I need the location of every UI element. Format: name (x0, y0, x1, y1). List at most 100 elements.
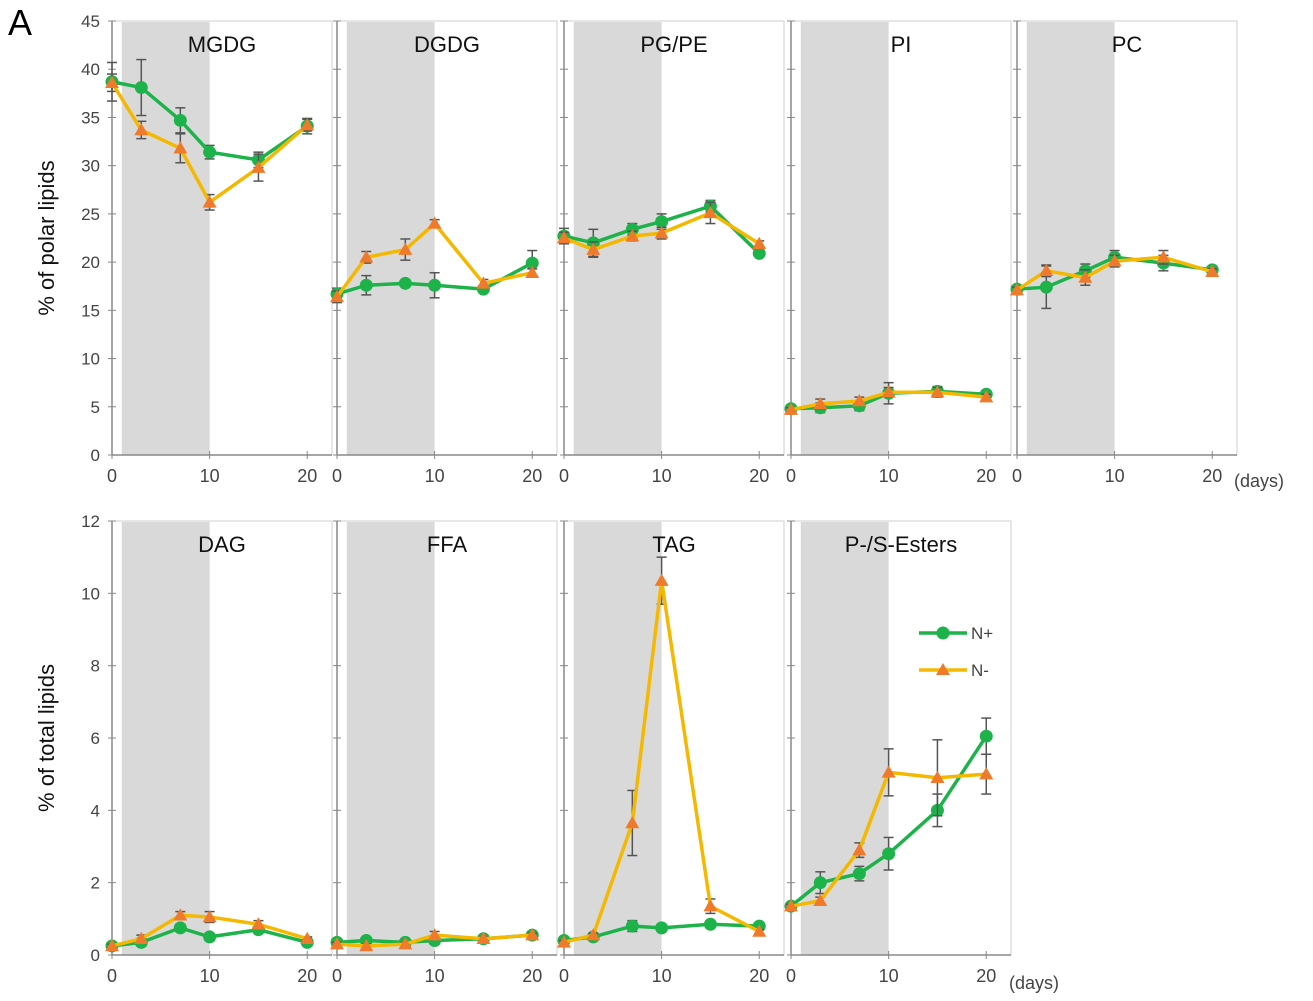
y-tick-label: 12 (81, 512, 100, 531)
dark-period-shade (1026, 22, 1115, 455)
y-tick-label: 40 (81, 60, 100, 79)
data-point-n-minus (134, 122, 149, 136)
data-point-n-minus (625, 815, 640, 829)
data-point-n-minus (359, 938, 374, 952)
x-tick-label: 10 (652, 466, 672, 486)
data-point-n-minus (654, 226, 669, 239)
series-line-n-minus (336, 933, 533, 948)
data-point-n-plus (703, 917, 717, 931)
data-point-n-plus (813, 876, 827, 890)
data-point-n-minus (703, 205, 718, 219)
dark-period-shade (800, 22, 889, 455)
series-line-n-minus (111, 913, 308, 948)
data-point-n-plus (625, 919, 639, 933)
y-tick-label: 25 (81, 205, 100, 224)
y-tick-label: 15 (81, 301, 100, 320)
data-point-n-minus (752, 924, 767, 937)
legend-marker-n-plus (936, 626, 950, 640)
x-tick-label: 20 (976, 966, 996, 986)
dark-period-shade (573, 22, 662, 455)
dark-period-shade (121, 522, 210, 955)
data-point-n-minus (251, 160, 266, 173)
panel-title: DAG (198, 532, 246, 557)
y-tick-label: 35 (81, 108, 100, 127)
data-point-n-plus (655, 215, 669, 229)
data-point-n-plus (359, 278, 373, 292)
data-point-n-minus (881, 765, 896, 778)
data-point-n-plus (173, 113, 187, 127)
data-point-n-minus (525, 928, 540, 941)
data-point-n-minus (202, 910, 217, 923)
data-point-n-minus (173, 908, 188, 921)
data-point-n-minus (784, 402, 798, 415)
data-point-n-minus (427, 216, 442, 229)
data-point-n-minus (398, 242, 413, 255)
data-point-n-plus (655, 921, 669, 935)
x-tick-label: 0 (559, 466, 569, 486)
data-point-n-minus (525, 265, 540, 278)
dark-period-shade (800, 522, 889, 955)
data-point-n-minus (202, 195, 217, 208)
legend-label-n-plus: N+ (971, 624, 993, 643)
series-line-n-minus (563, 578, 761, 945)
data-point-n-minus (105, 938, 119, 952)
data-point-n-plus (979, 729, 993, 743)
data-point-n-minus (1010, 283, 1024, 296)
x-tick-label: 20 (749, 466, 769, 486)
panel-title: PI (891, 32, 912, 57)
x-tick-label: 20 (749, 966, 769, 986)
x-tick-label: 10 (652, 966, 672, 986)
data-point-n-minus (251, 917, 266, 930)
data-point-n-minus (330, 937, 344, 950)
y-tick-label: 45 (81, 12, 100, 31)
chart-panel-pi: 0 10 20 PI (784, 20, 1012, 486)
data-point-n-minus (1039, 263, 1054, 277)
panel-title: FFA (427, 532, 468, 557)
data-point-n-minus (330, 289, 344, 303)
panel-letter: A (8, 2, 33, 43)
x-tick-label: 20 (297, 966, 317, 986)
panel-title: TAG (652, 532, 696, 557)
data-point-n-minus (1078, 270, 1093, 283)
x-tick-label: 20 (522, 466, 542, 486)
y-tick-label: 0 (91, 946, 100, 965)
series-line-n-minus (110, 81, 309, 205)
y-tick-label: 10 (81, 584, 100, 603)
data-point-n-minus (979, 767, 994, 780)
x-tick-label: 10 (879, 466, 899, 486)
dark-period-shade (346, 522, 435, 955)
x-tick-label: 0 (332, 466, 342, 486)
panel-title: PG/PE (640, 32, 707, 57)
data-point-n-minus (586, 928, 601, 941)
y-tick-label: 2 (91, 874, 100, 893)
data-point-n-plus (428, 278, 442, 292)
data-point-n-minus (300, 118, 315, 131)
data-point-n-minus (784, 899, 798, 912)
data-point-n-minus (105, 75, 119, 88)
data-point-n-minus (930, 385, 945, 398)
dark-period-shade (121, 22, 210, 455)
series-line-n-minus (335, 221, 533, 298)
y-tick-label: 30 (81, 157, 100, 176)
data-point-n-minus (476, 931, 491, 944)
y-tick-label: 4 (91, 801, 100, 820)
panel-title: PC (1112, 32, 1143, 57)
chart-panel-tag: 0 10 20 TAG (557, 520, 785, 986)
data-point-n-minus (557, 935, 571, 948)
x-tick-label: 10 (200, 466, 220, 486)
data-point-n-minus (134, 931, 149, 944)
data-point-n-plus (173, 921, 187, 935)
chart-panel-pc: 0 10 20 PC (1010, 20, 1238, 486)
chart-panel-dag: 0 2 4 6 8 10 12 0 10 20 DAG (81, 512, 333, 986)
chart-panel-pg-pe: 0 10 20 PG/PE (557, 20, 785, 486)
y-tick-label: 6 (91, 729, 100, 748)
data-point-n-plus (852, 867, 866, 881)
data-point-n-plus (203, 145, 217, 159)
data-point-n-minus (586, 242, 601, 255)
data-point-n-minus (752, 236, 767, 250)
data-point-n-minus (654, 573, 669, 586)
data-point-n-minus (427, 928, 442, 941)
data-point-n-minus (881, 385, 896, 398)
panel-title: MGDG (188, 32, 256, 57)
